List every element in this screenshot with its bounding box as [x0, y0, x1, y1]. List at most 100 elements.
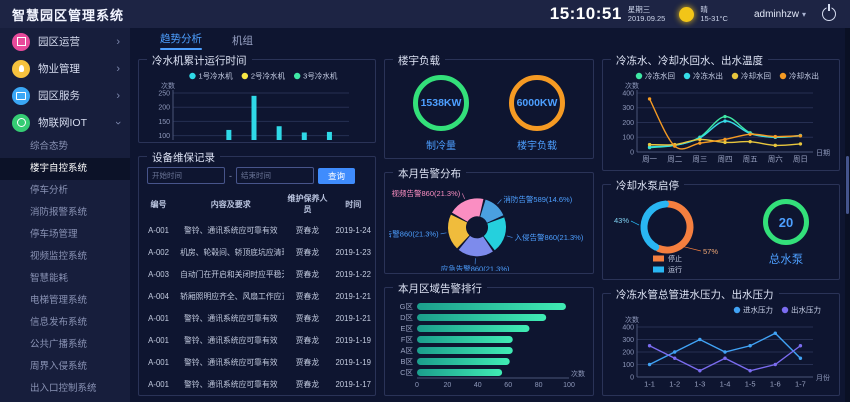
maintenance-table: 编号 内容及要求 维护保养人员 时间 A-001 警铃、通讯系统应可靠有效 贾春龙 2019…: [139, 189, 375, 395]
svg-text:100: 100: [622, 362, 634, 369]
sidebar-group-园区服务[interactable]: 园区服务 ›: [0, 82, 130, 109]
sidebar-group-物业管理[interactable]: 物业管理 ›: [0, 55, 130, 82]
svg-text:次数: 次数: [625, 81, 639, 90]
svg-text:2号冷水机: 2号冷水机: [251, 71, 286, 81]
table-cell: 贾春龙: [295, 335, 320, 345]
svg-text:1-6: 1-6: [770, 380, 781, 389]
table-cell: 轿厢照明应齐全、风扇工作应正常: [180, 291, 283, 301]
sidebar-group-label: 园区服务: [38, 90, 80, 102]
total-pump-gauge: 20 总水泵: [763, 195, 809, 267]
temp-range: 15-31°C: [700, 14, 728, 23]
table-cell: A-001: [148, 379, 169, 389]
svg-text:G区: G区: [400, 302, 414, 311]
chevron-right-icon: ›: [116, 62, 120, 75]
query-button[interactable]: 查询: [318, 167, 356, 184]
sidebar-item-出入口控制系统[interactable]: 出入口控制系统: [30, 383, 97, 394]
svg-text:B区: B区: [400, 357, 413, 366]
water-temps-chart: 冷冻水回 冷冻水出 冷却水回 冷却水出 0 100 200 300 400 周一 周二 周三 周四 周五周…: [607, 67, 835, 168]
svg-text:周五: 周五: [743, 155, 759, 164]
building-load-ring: 6000KW: [509, 75, 565, 131]
scrollbar-thumb[interactable]: [846, 156, 849, 214]
sidebar-group-物联网IOT[interactable]: 物联网IOT ›: [0, 109, 130, 136]
tab-trend-analysis[interactable]: 趋势分析: [160, 31, 202, 50]
panel-title: 冷冻水管总管进水压力、出水压力: [611, 287, 779, 302]
end-date-input[interactable]: [236, 167, 314, 184]
start-date-input[interactable]: [147, 167, 225, 184]
sidebar-item-周界入侵系统[interactable]: 周界入侵系统: [30, 361, 88, 372]
sidebar-item-电梯管理系统[interactable]: 电梯管理系统: [30, 295, 88, 306]
weather-text: 晴: [700, 4, 708, 14]
svg-text:门禁告警860(21.3%): 门禁告警860(21.3%): [389, 228, 439, 238]
sidebar-item-停车分析[interactable]: 停车分析: [30, 185, 69, 196]
table-cell: 2019-1-24: [335, 225, 371, 235]
table-cell: 2019-1-22: [335, 269, 371, 279]
svg-text:43%: 43%: [614, 216, 629, 225]
table-row: A-002 机房、轮毂间、轿顶底坑应清理 贾春龙 2019-1-23: [139, 241, 375, 263]
table-row: A-003 自动门在开启和关闭时应平稳无震荡 贾春龙 2019-1-22: [139, 263, 375, 285]
sidebar-item-停车场管理[interactable]: 停车场管理: [30, 229, 78, 240]
sidebar-item-综合态势[interactable]: 综合态势: [30, 141, 69, 152]
table-cell: 贾春龙: [295, 291, 320, 301]
tab-unit[interactable]: 机组: [232, 34, 253, 47]
sidebar-item-视频监控系统[interactable]: 视频监控系统: [30, 251, 88, 262]
svg-text:400: 400: [622, 90, 634, 97]
panel-alarm-distribution: 本月告警分布 消防告警589(14.6%) 入侵告警860(21.3%) 应急告警8…: [384, 166, 594, 274]
sidebar-item-智慧能耗[interactable]: 智慧能耗: [30, 273, 69, 284]
table-cell: 贾春龙: [295, 269, 320, 279]
area-alarm-rank-chart: G区 D区 E区 F区 A区 B区 C区 0 20 40 60 80 100 次数: [389, 295, 589, 393]
table-cell: A-001: [148, 335, 169, 345]
sidebar-item-消防报警系统[interactable]: 消防报警系统: [30, 207, 88, 218]
svg-text:周日: 周日: [793, 155, 808, 164]
sidebar-item-公共广播系统[interactable]: 公共广播系统: [30, 339, 88, 350]
svg-text:1-3: 1-3: [694, 380, 705, 389]
table-cell: 2019-1-17: [335, 379, 371, 389]
svg-text:40: 40: [474, 382, 482, 389]
date-block: 星期三 2019.09.25: [628, 5, 666, 24]
table-cell: 贾春龙: [295, 379, 320, 389]
panel-building-load: 楼宇负载 1538KW 制冷量 6000KW 楼宇负载: [384, 53, 594, 159]
svg-text:视频告警860(21.3%): 视频告警860(21.3%): [392, 188, 461, 198]
svg-text:出水压力: 出水压力: [791, 305, 821, 315]
svg-text:F区: F区: [401, 335, 414, 344]
svg-text:冷冻水出: 冷冻水出: [693, 71, 723, 81]
panel-pressure: 冷冻水管总管进水压力、出水压力 进水压力 出水压力 0 100 200 300 400 1-1…: [602, 287, 840, 396]
scrollbar[interactable]: [845, 28, 850, 402]
table-cell: 2019-1-19: [335, 357, 371, 367]
cooling-capacity-ring: 1538KW: [413, 75, 469, 131]
table-cell: 贾春龙: [295, 357, 320, 367]
svg-text:冷冻水回: 冷冻水回: [645, 71, 675, 81]
pump-start-stop-donut: 43% 57% 停止 运行: [609, 195, 737, 279]
table-cell: 2019-1-21: [335, 313, 371, 323]
svg-text:300: 300: [622, 105, 634, 112]
panel-maintenance-records: 设备维保记录 - 查询 编号 内容及要求 维护保养人员 时间 A-001 警铃、通讯系统…: [138, 150, 376, 396]
svg-text:1-2: 1-2: [669, 380, 680, 389]
svg-text:D区: D区: [400, 313, 413, 322]
sidebar-item-楼宇自控系统[interactable]: 楼宇自控系统: [0, 158, 130, 180]
sidebar-group-园区运营[interactable]: 园区运营 ›: [0, 28, 130, 55]
table-cell: A-001: [148, 225, 169, 235]
weather-sun-icon: [679, 6, 695, 22]
svg-text:冷却水回: 冷却水回: [741, 71, 771, 81]
tab-bar: 趋势分析 机组: [130, 28, 850, 52]
table-cell: A-002: [148, 247, 169, 257]
table-cell: 警铃、通讯系统应可靠有效: [184, 225, 278, 235]
table-row: A-001 警铃、通讯系统应可靠有效 贾春龙 2019-1-21: [139, 307, 375, 329]
svg-text:0: 0: [630, 149, 634, 156]
svg-text:400: 400: [622, 324, 634, 331]
svg-text:停止: 停止: [668, 254, 682, 263]
panel-water-temps: 冷冻水、冷却水回水、出水温度 冷冻水回 冷冻水出 冷却水回 冷却水出 0 100 200 30…: [602, 53, 840, 171]
table-cell: A-003: [148, 269, 169, 279]
table-cell: A-001: [148, 357, 169, 367]
svg-text:1-7: 1-7: [795, 380, 806, 389]
sidebar-item-信息发布系统[interactable]: 信息发布系统: [30, 317, 88, 328]
svg-text:E区: E区: [400, 324, 413, 333]
user-menu[interactable]: adminhzw ▾: [754, 9, 806, 20]
svg-text:次数: 次数: [571, 369, 585, 378]
table-row: A-001 警铃、通讯系统应可靠有效 贾春龙 2019-1-19: [139, 329, 375, 351]
table-cell: A-004: [148, 291, 169, 301]
svg-text:57%: 57%: [703, 247, 718, 256]
power-icon[interactable]: [822, 7, 836, 21]
table-cell: 警铃、通讯系统应可靠有效: [184, 313, 278, 323]
table-row: A-001 警铃、通讯系统应可靠有效 贾春龙 2019-1-19: [139, 351, 375, 373]
chevron-down-icon: ›: [112, 120, 125, 125]
